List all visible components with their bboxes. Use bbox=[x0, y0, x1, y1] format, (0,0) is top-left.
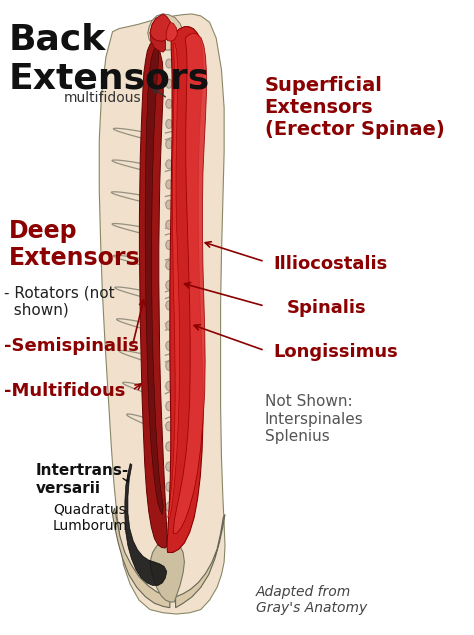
Polygon shape bbox=[175, 514, 225, 608]
Polygon shape bbox=[150, 14, 172, 41]
Circle shape bbox=[166, 483, 172, 491]
Polygon shape bbox=[148, 14, 184, 50]
Text: -Multifidous: -Multifidous bbox=[4, 382, 126, 399]
Polygon shape bbox=[150, 18, 165, 52]
Circle shape bbox=[166, 119, 172, 128]
Text: Superficial
Extensors
(Erector Spinae): Superficial Extensors (Erector Spinae) bbox=[264, 76, 445, 140]
Polygon shape bbox=[168, 43, 180, 518]
Circle shape bbox=[166, 79, 172, 88]
Circle shape bbox=[166, 462, 172, 471]
Circle shape bbox=[166, 361, 172, 370]
Polygon shape bbox=[145, 48, 163, 514]
Text: Deep
Extensors: Deep Extensors bbox=[9, 218, 140, 271]
Circle shape bbox=[166, 402, 172, 411]
Circle shape bbox=[166, 422, 172, 431]
Text: Longissimus: Longissimus bbox=[273, 344, 398, 361]
Text: Spinalis: Spinalis bbox=[287, 299, 366, 317]
Circle shape bbox=[166, 281, 172, 290]
Circle shape bbox=[166, 341, 172, 350]
Circle shape bbox=[166, 523, 172, 531]
Polygon shape bbox=[167, 27, 203, 552]
Circle shape bbox=[166, 140, 172, 149]
Circle shape bbox=[166, 59, 172, 68]
Text: Illiocostalis: Illiocostalis bbox=[273, 255, 388, 272]
Text: -Semispinalis: -Semispinalis bbox=[4, 337, 139, 355]
Polygon shape bbox=[150, 540, 184, 602]
Text: Adapted from
Gray's Anatomy: Adapted from Gray's Anatomy bbox=[256, 585, 367, 615]
Text: Quadratus
Lumborum: Quadratus Lumborum bbox=[53, 502, 128, 533]
Circle shape bbox=[166, 220, 172, 229]
Circle shape bbox=[166, 180, 172, 189]
Text: - Rotators (not
  shown): - Rotators (not shown) bbox=[4, 285, 115, 318]
Polygon shape bbox=[173, 33, 207, 533]
Circle shape bbox=[166, 260, 172, 269]
Polygon shape bbox=[139, 41, 167, 548]
Circle shape bbox=[166, 160, 172, 169]
Circle shape bbox=[166, 442, 172, 451]
Polygon shape bbox=[125, 464, 167, 585]
Polygon shape bbox=[99, 14, 225, 614]
Circle shape bbox=[166, 321, 172, 330]
Text: multifidous: multifidous bbox=[64, 91, 141, 105]
Polygon shape bbox=[112, 508, 170, 608]
Circle shape bbox=[166, 382, 172, 391]
Text: Intertrans-
versarii: Intertrans- versarii bbox=[35, 463, 128, 496]
Polygon shape bbox=[166, 22, 177, 41]
Text: Not Shown:
Interspinales
Splenius: Not Shown: Interspinales Splenius bbox=[264, 394, 364, 444]
Text: Back
Extensors: Back Extensors bbox=[9, 22, 210, 96]
Circle shape bbox=[166, 241, 172, 250]
Circle shape bbox=[166, 502, 172, 511]
Circle shape bbox=[166, 301, 172, 310]
Circle shape bbox=[166, 99, 172, 108]
Circle shape bbox=[166, 200, 172, 209]
